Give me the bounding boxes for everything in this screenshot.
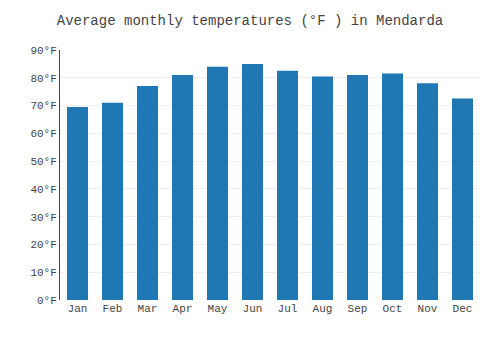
svg-text:Oct: Oct bbox=[383, 303, 403, 315]
svg-text:80°F: 80°F bbox=[30, 73, 56, 85]
svg-text:May: May bbox=[208, 303, 228, 315]
svg-text:50°F: 50°F bbox=[30, 156, 56, 168]
svg-text:40°F: 40°F bbox=[30, 184, 56, 196]
svg-text:Mar: Mar bbox=[138, 303, 158, 315]
svg-text:Nov: Nov bbox=[418, 303, 438, 315]
svg-text:20°F: 20°F bbox=[30, 239, 56, 251]
svg-text:70°F: 70°F bbox=[30, 100, 56, 112]
svg-text:0°F: 0°F bbox=[37, 295, 57, 307]
svg-text:Feb: Feb bbox=[103, 303, 123, 315]
svg-text:Jan: Jan bbox=[68, 303, 88, 315]
svg-text:Jun: Jun bbox=[243, 303, 263, 315]
svg-text:Jul: Jul bbox=[278, 303, 298, 315]
svg-text:10°F: 10°F bbox=[30, 267, 56, 279]
svg-text:30°F: 30°F bbox=[30, 212, 56, 224]
svg-text:Sep: Sep bbox=[348, 303, 368, 315]
svg-text:Aug: Aug bbox=[313, 303, 333, 315]
svg-text:Apr: Apr bbox=[173, 303, 193, 315]
svg-text:Dec: Dec bbox=[453, 303, 473, 315]
svg-text:Average monthly temperatures (: Average monthly temperatures (°F ) in Me… bbox=[57, 13, 443, 29]
svg-text:90°F: 90°F bbox=[30, 45, 56, 57]
svg-text:60°F: 60°F bbox=[30, 128, 56, 140]
